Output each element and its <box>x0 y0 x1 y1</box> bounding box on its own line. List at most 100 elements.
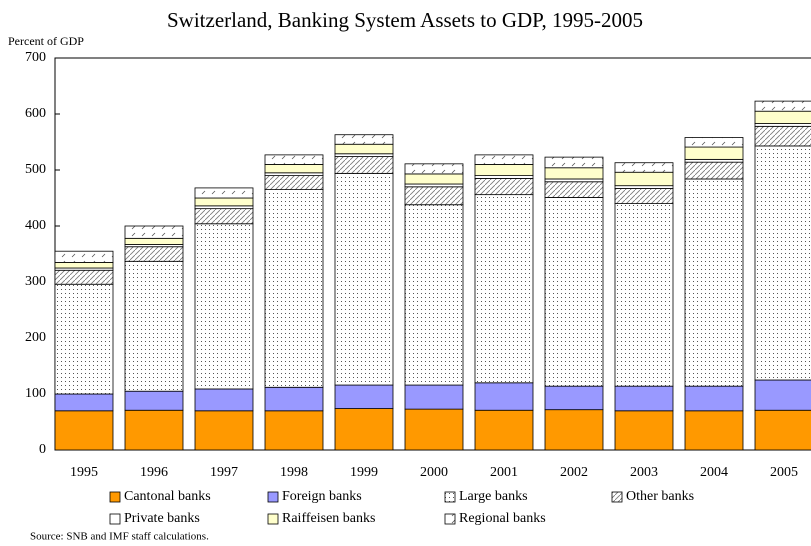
bar-segment <box>474 194 534 384</box>
bar-segment <box>614 171 674 187</box>
x-tick-label: 2002 <box>560 465 588 480</box>
bar-segment <box>264 175 324 191</box>
bar-segment <box>474 409 534 451</box>
bar-segment <box>334 172 394 386</box>
bar-segment <box>194 223 254 390</box>
bar-segment <box>684 146 744 160</box>
bar-segment <box>754 123 811 127</box>
bar-segment <box>474 154 534 165</box>
bar-segment <box>544 156 604 169</box>
bar-segment <box>614 385 674 412</box>
bar-segment <box>334 408 394 451</box>
y-tick-label: 500 <box>25 162 46 177</box>
legend-swatch <box>611 491 623 503</box>
bar-segment <box>684 158 744 163</box>
bar-segment <box>124 246 184 262</box>
y-tick-label: 400 <box>25 218 46 233</box>
bar-segment <box>264 163 324 174</box>
bar-segment <box>404 186 464 206</box>
bar-segment <box>614 188 674 204</box>
legend-label: Large banks <box>459 489 528 504</box>
x-tick-label: 1997 <box>210 465 238 480</box>
bar-segment <box>194 388 254 412</box>
bar-segment <box>124 409 184 451</box>
bar-segment <box>194 187 254 199</box>
legend-swatch <box>444 513 456 525</box>
x-tick-label: 1998 <box>280 465 308 480</box>
bar-segment <box>404 204 464 386</box>
source-note: Source: SNB and IMF staff calculations. <box>30 531 209 543</box>
bar-segment <box>264 410 324 451</box>
bar-segment <box>264 386 324 412</box>
bar-segment <box>334 143 394 155</box>
x-tick-label: 1999 <box>350 465 378 480</box>
y-tick-label: 700 <box>25 50 46 65</box>
bar-segment <box>614 410 674 451</box>
bar-segment <box>614 185 674 189</box>
y-tick-label: 600 <box>25 106 46 121</box>
bar-segment <box>124 225 184 239</box>
bar-segment <box>404 408 464 451</box>
bar-segment <box>54 261 114 269</box>
x-tick-label: 2003 <box>630 465 658 480</box>
bar-segment <box>54 250 114 263</box>
legend-swatch <box>267 513 279 525</box>
bar-segment <box>404 183 464 188</box>
bar-segment <box>684 161 744 180</box>
x-tick-label: 1996 <box>140 465 168 480</box>
bar-segment <box>474 177 534 196</box>
bar-segment <box>544 181 604 198</box>
bar-segment <box>194 197 254 207</box>
x-tick-label: 2001 <box>490 465 518 480</box>
y-tick-label: 100 <box>25 386 46 401</box>
bar-segment <box>754 110 811 124</box>
bar-segment <box>544 178 604 183</box>
bar-segment <box>334 153 394 157</box>
bar-segment <box>264 172 324 177</box>
bar-segment <box>124 237 184 245</box>
bar-segment <box>684 137 744 148</box>
chart-title: Switzerland, Banking System Assets to GD… <box>167 8 643 32</box>
bar-segment <box>54 393 114 412</box>
bar-segment <box>474 163 534 176</box>
bar-segment <box>754 409 811 451</box>
bar-segment <box>754 145 811 381</box>
legend-swatch <box>109 513 121 525</box>
bar-segment <box>404 173 464 185</box>
y-tick-label: 300 <box>25 274 46 289</box>
bar-segment <box>264 189 324 388</box>
bar-segment <box>124 390 184 411</box>
x-tick-label: 1995 <box>70 465 98 480</box>
bar-segment <box>474 175 534 179</box>
legend-label: Regional banks <box>459 511 546 526</box>
bar-segment <box>614 203 674 387</box>
x-tick-label: 2004 <box>700 465 728 480</box>
bar-segment <box>54 283 114 395</box>
legend-swatch <box>444 491 456 503</box>
bar-segment <box>754 100 811 112</box>
bar-segment <box>684 410 744 451</box>
legend-swatch <box>267 491 279 503</box>
bar-segment <box>334 134 394 145</box>
bar-segment <box>194 205 254 210</box>
bar-segment <box>194 410 254 451</box>
x-tick-label: 2005 <box>770 465 798 480</box>
bar-segment <box>54 410 114 451</box>
bar-segment <box>544 167 604 180</box>
bar-segment <box>124 260 184 392</box>
legend-swatch <box>109 491 121 503</box>
bar-segment <box>334 384 394 409</box>
bar-segment <box>544 197 604 387</box>
bar-segment <box>194 208 254 225</box>
bar-segment <box>684 385 744 412</box>
y-tick-label: 200 <box>25 330 46 345</box>
legend-label: Private banks <box>124 511 200 526</box>
bar-segment <box>404 163 464 175</box>
x-tick-label: 2000 <box>420 465 448 480</box>
legend-label: Cantonal banks <box>124 489 211 504</box>
legend-label: Raiffeisen banks <box>282 511 375 526</box>
bar-segment <box>684 178 744 387</box>
bar-segment <box>614 162 674 173</box>
legend-label: Other banks <box>626 489 694 504</box>
